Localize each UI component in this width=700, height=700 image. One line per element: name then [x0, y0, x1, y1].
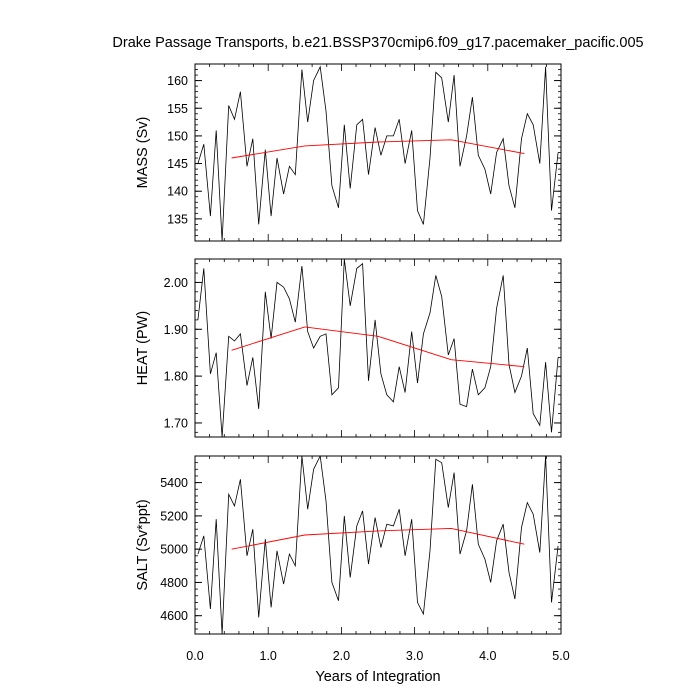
y-tick-label: 1.90: [164, 323, 188, 337]
y-tick-label: 155: [167, 102, 188, 116]
y-tick-label: 4800: [160, 576, 188, 590]
y-tick-label: 4600: [160, 609, 188, 623]
panels: 135 140 145 150 155 160 MASS (Sv) 1.70 1.80 1.90 2…: [135, 63, 562, 635]
x-tick-label: 2.0: [333, 649, 350, 663]
y-tick-label: 2.00: [164, 276, 188, 290]
y-tick-label: 5000: [160, 543, 188, 557]
raw-series-line: [197, 65, 559, 241]
y-axis-label: SALT (Sv*ppt): [135, 499, 151, 590]
y-tick-label: 145: [167, 157, 188, 171]
y-tick-label: 5400: [160, 476, 188, 490]
x-tick-label: 4.0: [479, 649, 496, 663]
panel-1: 135 140 145 150 155 160 MASS (Sv): [135, 63, 562, 242]
chart-title: Drake Passage Transports, b.e21.BSSP370c…: [112, 35, 643, 51]
x-axis-tick-labels: 0.0 1.0 2.0 3.0 4.0 5.0: [186, 649, 569, 663]
y-tick-label: 150: [167, 129, 188, 143]
x-axis-label: Years of Integration: [315, 669, 440, 685]
y-tick-label: 1.80: [164, 370, 188, 384]
y-axis-label: MASS (Sv): [135, 117, 151, 189]
plot-frame: [194, 455, 562, 635]
panel-2: 1.70 1.80 1.90 2.00 HEAT (PW): [135, 258, 562, 438]
y-tick-label: 135: [167, 212, 188, 226]
raw-series-line: [197, 259, 559, 437]
y-tick-label: 1.70: [164, 416, 188, 430]
y-tick-label: 5200: [160, 509, 188, 523]
x-tick-label: 3.0: [406, 649, 423, 663]
y-axis-label: HEAT (PW): [135, 311, 151, 385]
x-tick-label: 0.0: [186, 649, 203, 663]
panel-3: 4600 4800 5000 5200 5400 SALT (Sv*ppt): [135, 455, 562, 635]
smoothed-series-line: [231, 527, 525, 550]
x-tick-label: 5.0: [552, 649, 569, 663]
y-tick-label: 160: [167, 74, 188, 88]
x-tick-label: 1.0: [260, 649, 277, 663]
y-tick-label: 140: [167, 185, 188, 199]
smoothed-series-line: [231, 139, 525, 159]
smoothed-series-line: [231, 326, 525, 368]
